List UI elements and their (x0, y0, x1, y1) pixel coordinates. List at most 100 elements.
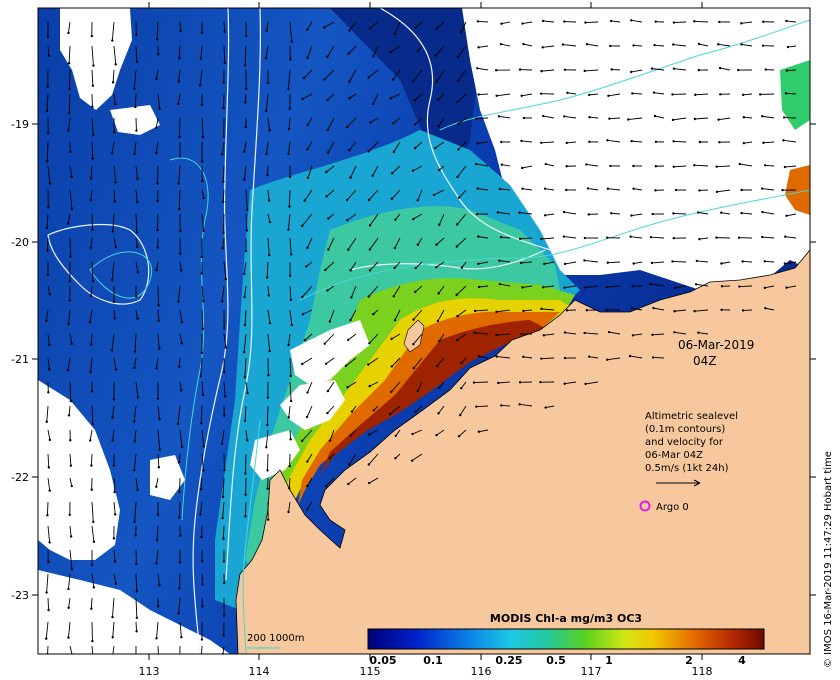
velocity-arrow (90, 357, 93, 373)
velocity-arrow-head (435, 364, 439, 368)
velocity-arrow-head (348, 463, 351, 466)
velocity-arrow (457, 45, 467, 58)
velocity-arrow-head (435, 27, 438, 30)
velocity-arrow-head (48, 541, 51, 544)
velocity-arrow-head (266, 396, 270, 399)
velocity-arrow-head (630, 307, 634, 310)
velocity-arrow-head (221, 247, 224, 250)
velocity-arrow-head (630, 139, 633, 143)
lat-tick-21: -21 (11, 353, 29, 366)
velocity-arrow-head (500, 404, 503, 407)
velocity-arrow-head (287, 343, 290, 347)
velocity-arrow (112, 429, 115, 441)
velocity-arrow-head (45, 637, 48, 640)
scale-arrow-head-icon (693, 479, 701, 487)
velocity-arrow-head (394, 218, 397, 221)
velocity-arrow (201, 429, 205, 447)
lat-tick-23: -23 (11, 589, 29, 602)
velocity-arrow (368, 189, 379, 201)
velocity-arrow (786, 20, 797, 23)
velocity-arrow (179, 381, 182, 391)
velocity-arrow (245, 381, 248, 394)
velocity-arrow-head (720, 285, 724, 288)
lat-tick-22: -22 (11, 471, 29, 484)
velocity-arrow-head (133, 520, 136, 524)
velocity-arrow-head (91, 157, 94, 160)
velocity-arrow (654, 44, 665, 47)
velocity-arrow (651, 261, 665, 264)
velocity-arrow (306, 477, 313, 487)
velocity-arrow (694, 20, 709, 23)
velocity-arrow-head (90, 464, 93, 467)
velocity-arrow (611, 69, 621, 71)
velocity-arrow-head (268, 321, 272, 325)
velocity-arrow-head (289, 438, 292, 441)
velocity-arrow (244, 453, 247, 474)
velocity-arrow-head (178, 365, 181, 368)
velocity-arrow (541, 357, 555, 360)
velocity-arrow (543, 333, 555, 336)
velocity-arrow-head (243, 323, 247, 327)
velocity-arrow (562, 44, 577, 47)
velocity-arrow-head (367, 198, 371, 202)
velocity-arrow (499, 283, 511, 287)
velocity-arrow (288, 333, 291, 345)
velocity-arrow-head (265, 276, 269, 279)
velocity-arrow (347, 333, 357, 341)
velocity-arrow-head (367, 150, 370, 153)
velocity-arrow-head (114, 245, 118, 249)
velocity-arrow-head (392, 295, 395, 298)
velocity-arrow-head (91, 279, 95, 283)
velocity-arrow (267, 333, 271, 352)
velocity-arrow (589, 116, 599, 119)
velocity-arrow-head (368, 248, 372, 251)
velocity-arrow-head (411, 432, 414, 436)
velocity-arrow-head (610, 68, 613, 71)
velocity-arrow-head (476, 187, 479, 190)
velocity-arrow-head (347, 52, 350, 55)
velocity-arrow-head (414, 26, 417, 30)
velocity-arrow (631, 307, 643, 311)
velocity-arrow-head (393, 266, 396, 270)
velocity-arrow-head (762, 141, 765, 145)
velocity-arrow-head (715, 165, 718, 168)
velocity-arrow-head (178, 155, 182, 158)
velocity-arrow-head (243, 419, 247, 423)
velocity-arrow (764, 285, 775, 289)
velocity-arrow-head (67, 31, 70, 35)
velocity-arrow-head (651, 356, 655, 359)
velocity-arrow (413, 309, 423, 320)
velocity-arrow (133, 69, 137, 89)
velocity-arrow-head (69, 255, 72, 258)
velocity-arrow (390, 45, 401, 53)
velocity-arrow (653, 357, 665, 359)
velocity-arrow (89, 429, 93, 441)
velocity-arrow (267, 453, 269, 471)
velocity-arrow-head (155, 367, 158, 370)
velocity-arrow-head (69, 150, 72, 153)
lon-tick-113: 113 (139, 665, 160, 678)
lon-tick-115: 115 (360, 665, 381, 678)
velocity-arrow (222, 237, 225, 249)
velocity-arrow (325, 261, 335, 271)
velocity-arrow-head (200, 255, 203, 259)
velocity-arrow (476, 117, 489, 120)
velocity-arrow (496, 333, 511, 336)
velocity-arrow-head (761, 115, 764, 118)
velocity-arrow (412, 429, 423, 435)
velocity-arrow-head (177, 182, 180, 185)
velocity-arrow (47, 453, 50, 468)
velocity-arrow-head (200, 638, 204, 641)
velocity-arrow (113, 45, 117, 65)
velocity-arrow-head (90, 390, 94, 393)
velocity-arrow (436, 429, 445, 436)
velocity-arrow-head (587, 213, 590, 216)
velocity-arrow-head (224, 277, 228, 281)
velocity-arrow-head (697, 211, 700, 214)
velocity-arrow (201, 453, 204, 471)
velocity-arrow (307, 117, 313, 126)
velocity-arrow-head (519, 261, 523, 265)
velocity-arrow-head (583, 69, 586, 73)
velocity-arrow-head (136, 177, 139, 181)
velocity-arrow (369, 333, 379, 344)
